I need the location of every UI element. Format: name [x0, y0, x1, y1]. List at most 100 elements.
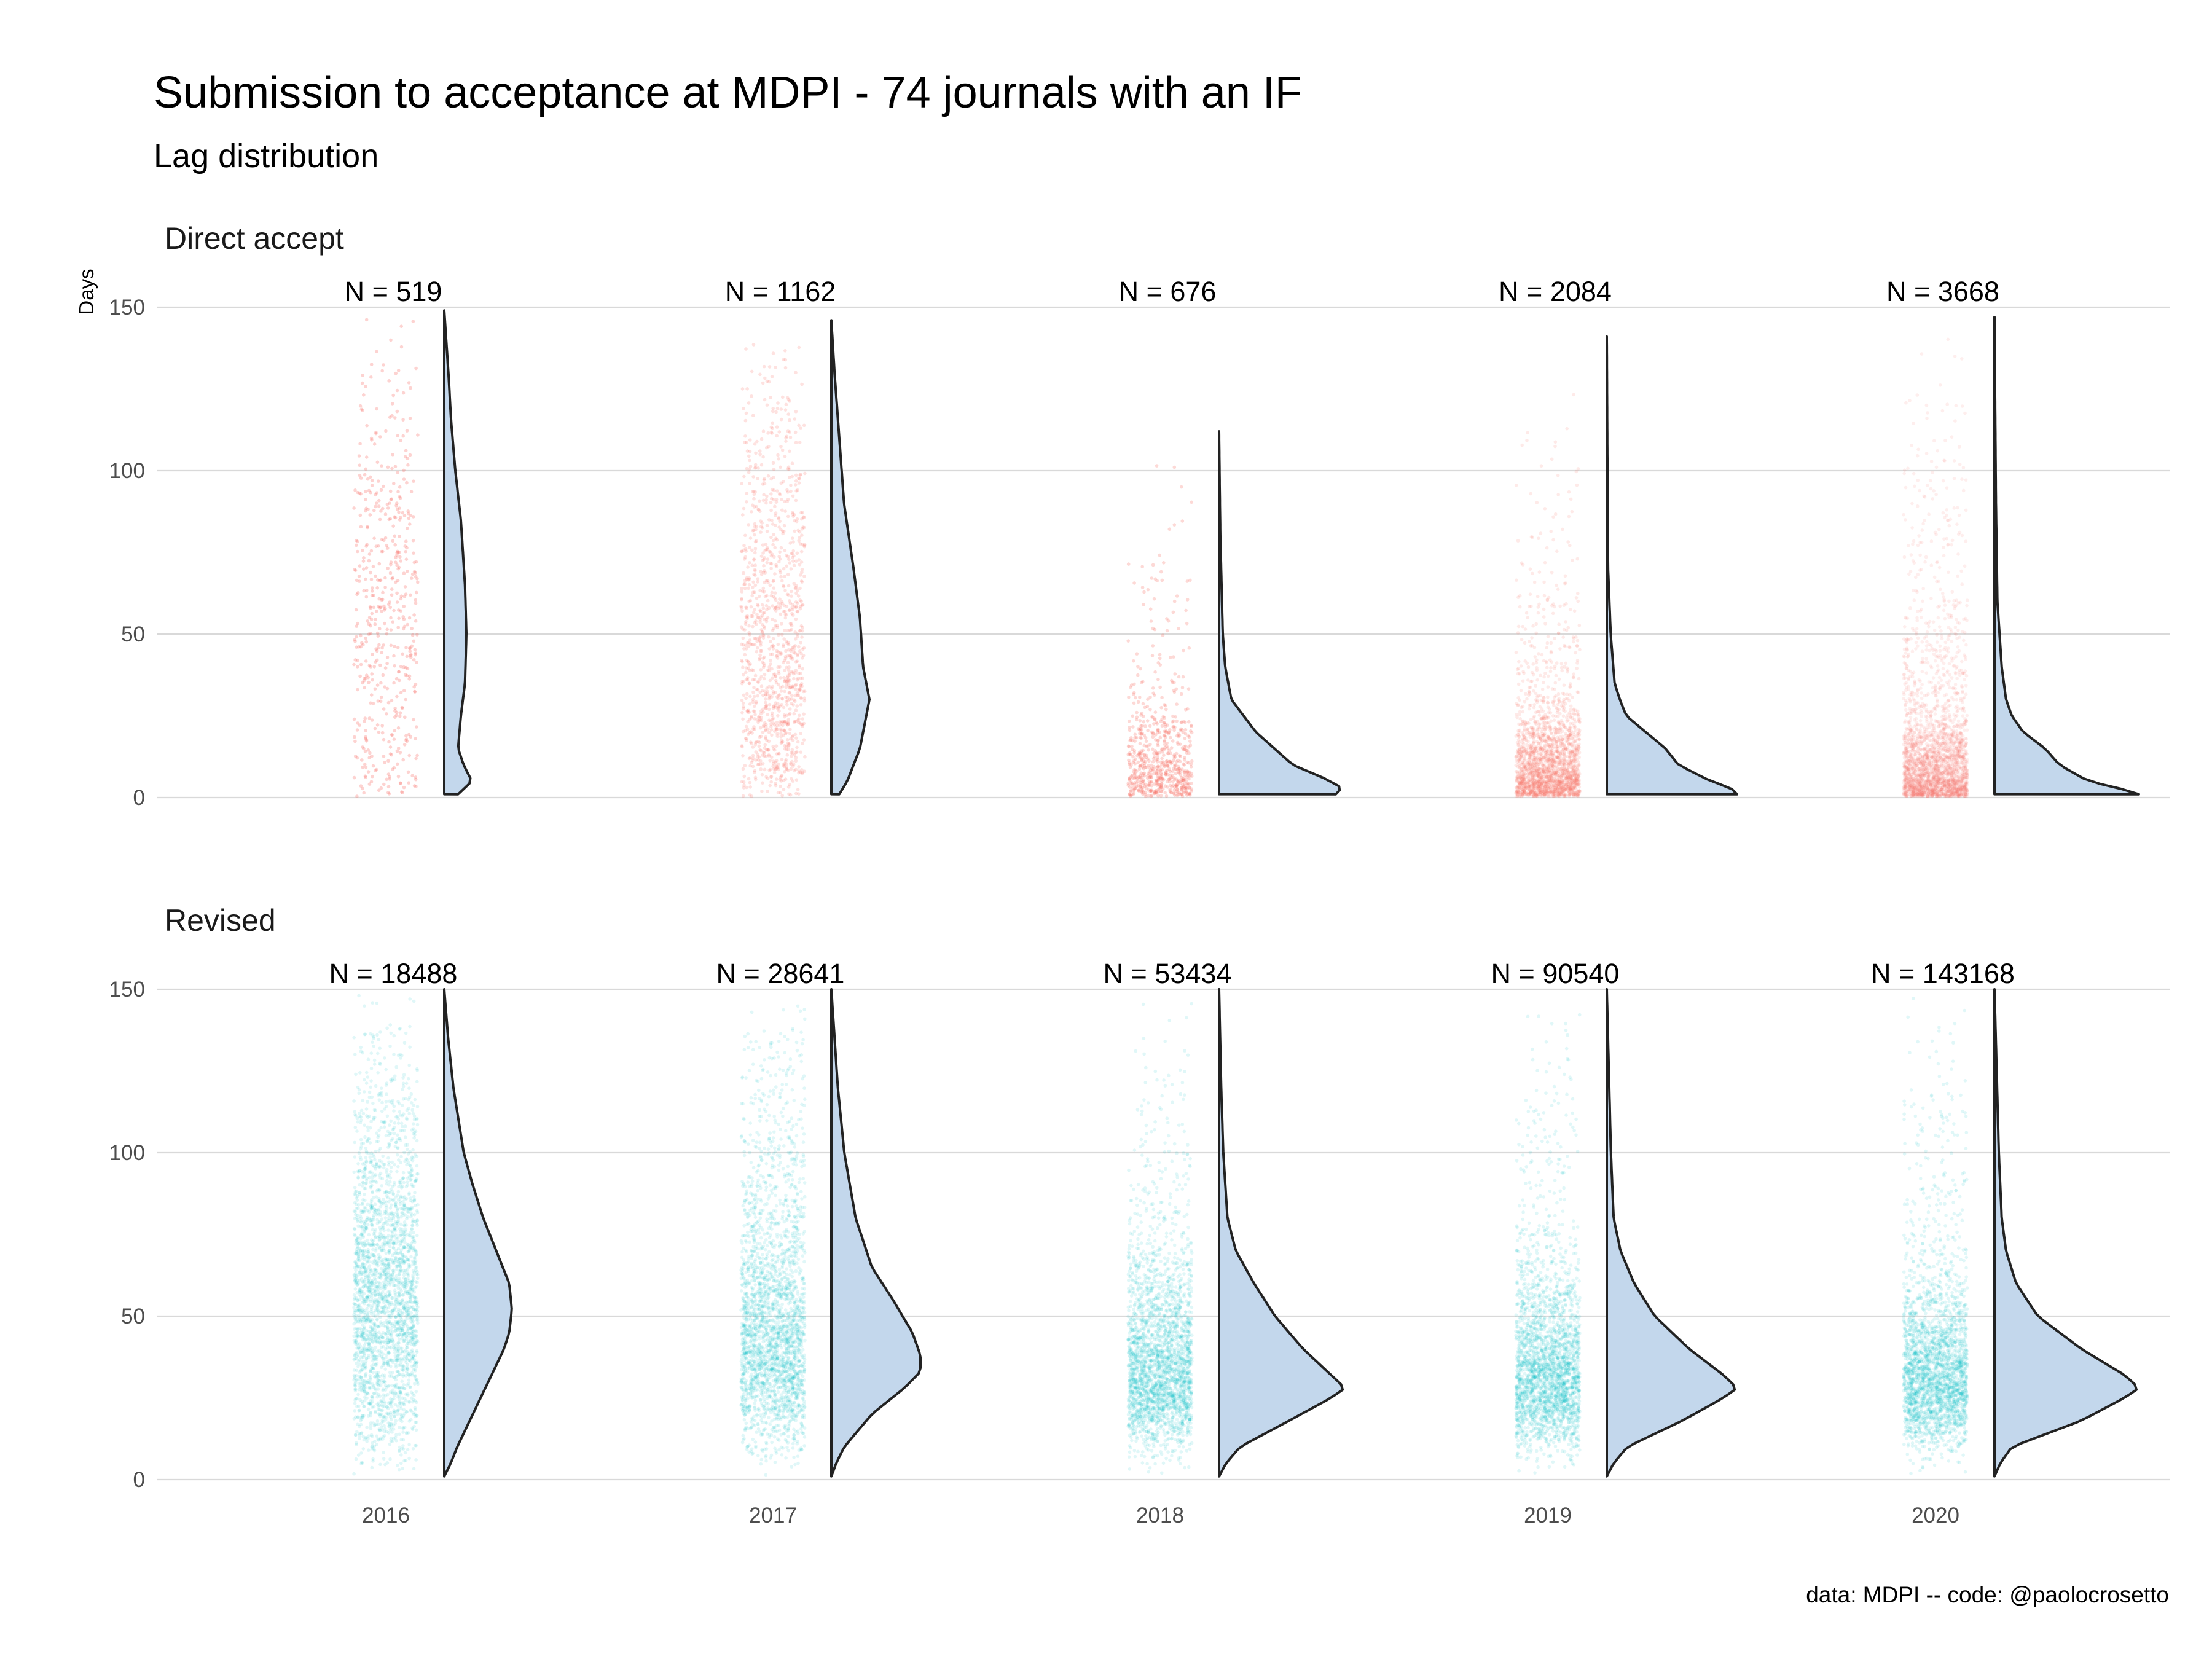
- data-point: [409, 653, 413, 657]
- data-point: [751, 745, 755, 749]
- data-point: [801, 629, 804, 633]
- data-point: [387, 518, 391, 522]
- data-point: [758, 748, 762, 752]
- data-point: [1145, 740, 1148, 743]
- data-point: [1132, 581, 1136, 585]
- data-point: [777, 633, 780, 637]
- data-point: [788, 450, 791, 453]
- data-point: [762, 587, 766, 590]
- data-point: [794, 586, 798, 590]
- data-point: [1127, 562, 1131, 566]
- data-point: [1169, 760, 1172, 764]
- data-point: [776, 401, 780, 405]
- data-point: [789, 490, 793, 493]
- data-point: [383, 586, 387, 589]
- data-point: [1918, 554, 1922, 557]
- data-point: [1183, 756, 1186, 759]
- data-point: [794, 474, 798, 477]
- data-point: [792, 672, 796, 676]
- data-point: [1130, 745, 1134, 748]
- data-point: [745, 441, 748, 445]
- data-point: [769, 640, 772, 643]
- data-point: [791, 461, 794, 465]
- data-point: [364, 750, 367, 753]
- data-point: [784, 616, 788, 620]
- data-point: [775, 626, 779, 629]
- data-point: [1549, 711, 1553, 715]
- data-point: [1539, 705, 1542, 709]
- data-point: [1176, 742, 1180, 746]
- data-point: [1180, 720, 1183, 724]
- data-point: [1134, 732, 1137, 736]
- data-point: [779, 776, 782, 780]
- data-point: [1163, 791, 1167, 794]
- data-point: [759, 767, 763, 771]
- data-point: [794, 618, 798, 621]
- data-point: [372, 606, 376, 610]
- data-point: [382, 755, 386, 758]
- data-point: [766, 403, 769, 407]
- data-point: [759, 615, 763, 619]
- data-point: [1542, 724, 1546, 728]
- data-point: [407, 512, 410, 516]
- data-point: [1126, 753, 1130, 756]
- data-point: [786, 573, 790, 576]
- data-point: [382, 363, 385, 367]
- data-point: [790, 694, 794, 697]
- data-point: [1569, 498, 1573, 501]
- data-point: [1955, 677, 1959, 680]
- data-point: [770, 734, 774, 737]
- data-point: [1188, 579, 1192, 582]
- data-point: [1532, 766, 1536, 770]
- data-point: [743, 764, 747, 767]
- data-point: [799, 732, 802, 735]
- data-point: [1575, 470, 1579, 474]
- data-point: [398, 506, 401, 510]
- data-point: [740, 660, 744, 664]
- data-point: [795, 750, 799, 754]
- data-point: [368, 751, 372, 755]
- data-point: [396, 646, 400, 649]
- data-point: [375, 350, 378, 354]
- data-point: [1528, 707, 1531, 711]
- data-point: [798, 649, 802, 653]
- data-point: [765, 686, 769, 690]
- data-point: [399, 711, 402, 715]
- data-point: [416, 433, 420, 437]
- data-point: [770, 519, 774, 522]
- data-point: [774, 524, 777, 528]
- data-point: [356, 728, 359, 732]
- data-point: [780, 689, 783, 693]
- data-point: [1522, 747, 1526, 750]
- data-point: [412, 613, 416, 617]
- data-point: [1578, 733, 1582, 737]
- data-point: [393, 664, 396, 668]
- data-point: [1174, 672, 1177, 676]
- data-point: [364, 729, 367, 732]
- data-point: [1184, 728, 1188, 732]
- data-point: [1520, 444, 1524, 447]
- data-point: [780, 498, 783, 501]
- data-point: [1929, 479, 1932, 483]
- data-point: [761, 781, 764, 785]
- data-point: [1158, 554, 1162, 557]
- data-point: [1539, 787, 1542, 791]
- data-point: [1163, 743, 1167, 747]
- data-point: [1558, 758, 1562, 761]
- data-point: [1548, 707, 1551, 711]
- data-point: [414, 602, 418, 605]
- data-point: [393, 535, 397, 538]
- data-point: [1534, 622, 1538, 626]
- data-point: [799, 672, 802, 675]
- data-point: [377, 646, 380, 650]
- data-point: [1545, 646, 1549, 650]
- data-point: [1518, 794, 1522, 798]
- data-point: [358, 463, 361, 467]
- data-point: [1549, 670, 1553, 673]
- data-point: [386, 466, 390, 469]
- data-point: [365, 566, 369, 570]
- data-point: [1570, 759, 1574, 763]
- data-point: [1564, 747, 1567, 750]
- y-tick-label: 150: [109, 296, 145, 320]
- data-point: [396, 471, 400, 474]
